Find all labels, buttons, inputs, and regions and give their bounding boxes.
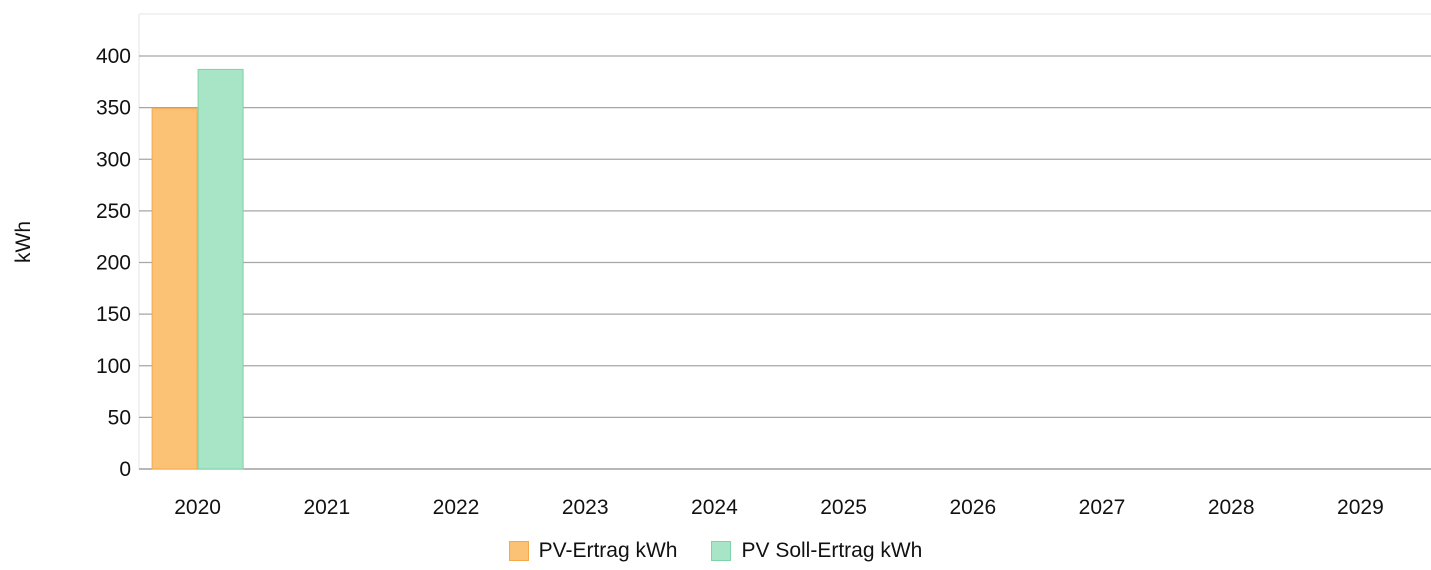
y-axis-tick-labels: 0 50 100 150 200 250 300 350 400 [96,45,131,481]
x-tick-label: 2025 [820,496,867,519]
y-tick-label: 100 [96,355,131,378]
legend-item-pv-soll-ertrag[interactable]: PV Soll-Ertrag kWh [711,539,922,563]
x-tick-label: 2027 [1079,496,1126,519]
y-axis-label: kWh [12,221,35,263]
legend-item-pv-ertrag[interactable]: PV-Ertrag kWh [508,539,678,563]
legend-label-pv-ertrag: PV-Ertrag kWh [538,539,678,562]
x-tick-label: 2020 [174,496,221,519]
y-tick-label: 300 [96,148,131,171]
x-tick-label: 2022 [433,496,480,519]
legend-label-pv-soll-ertrag: PV Soll-Ertrag kWh [741,539,923,562]
y-tick-label: 200 [96,252,131,275]
y-tick-label: 400 [96,45,131,68]
bar[interactable] [197,68,244,470]
legend: PV-Ertrag kWh PV Soll-Ertrag kWh [0,537,1431,565]
x-tick-label: 2028 [1208,496,1255,519]
x-axis-tick-labels: 2020 2021 2022 2023 2024 2025 2026 2027 2028 2029 [174,496,1384,519]
x-tick-label: 2023 [562,496,609,519]
x-tick-label: 2029 [1337,496,1384,519]
gridlines [138,13,1431,470]
bar[interactable] [151,108,198,470]
y-tick-label: 50 [108,406,131,429]
x-tick-label: 2026 [949,496,996,519]
y-tick-label: 350 [96,97,131,120]
y-tick-label: 150 [96,303,131,326]
legend-swatch-pv-soll-ertrag [711,541,732,561]
y-tick-label: 0 [119,458,131,481]
legend-swatch-pv-ertrag [508,541,529,561]
bars [151,68,244,470]
x-tick-label: 2024 [691,496,738,519]
y-tick-label: 250 [96,200,131,223]
x-tick-label: 2021 [303,496,350,519]
